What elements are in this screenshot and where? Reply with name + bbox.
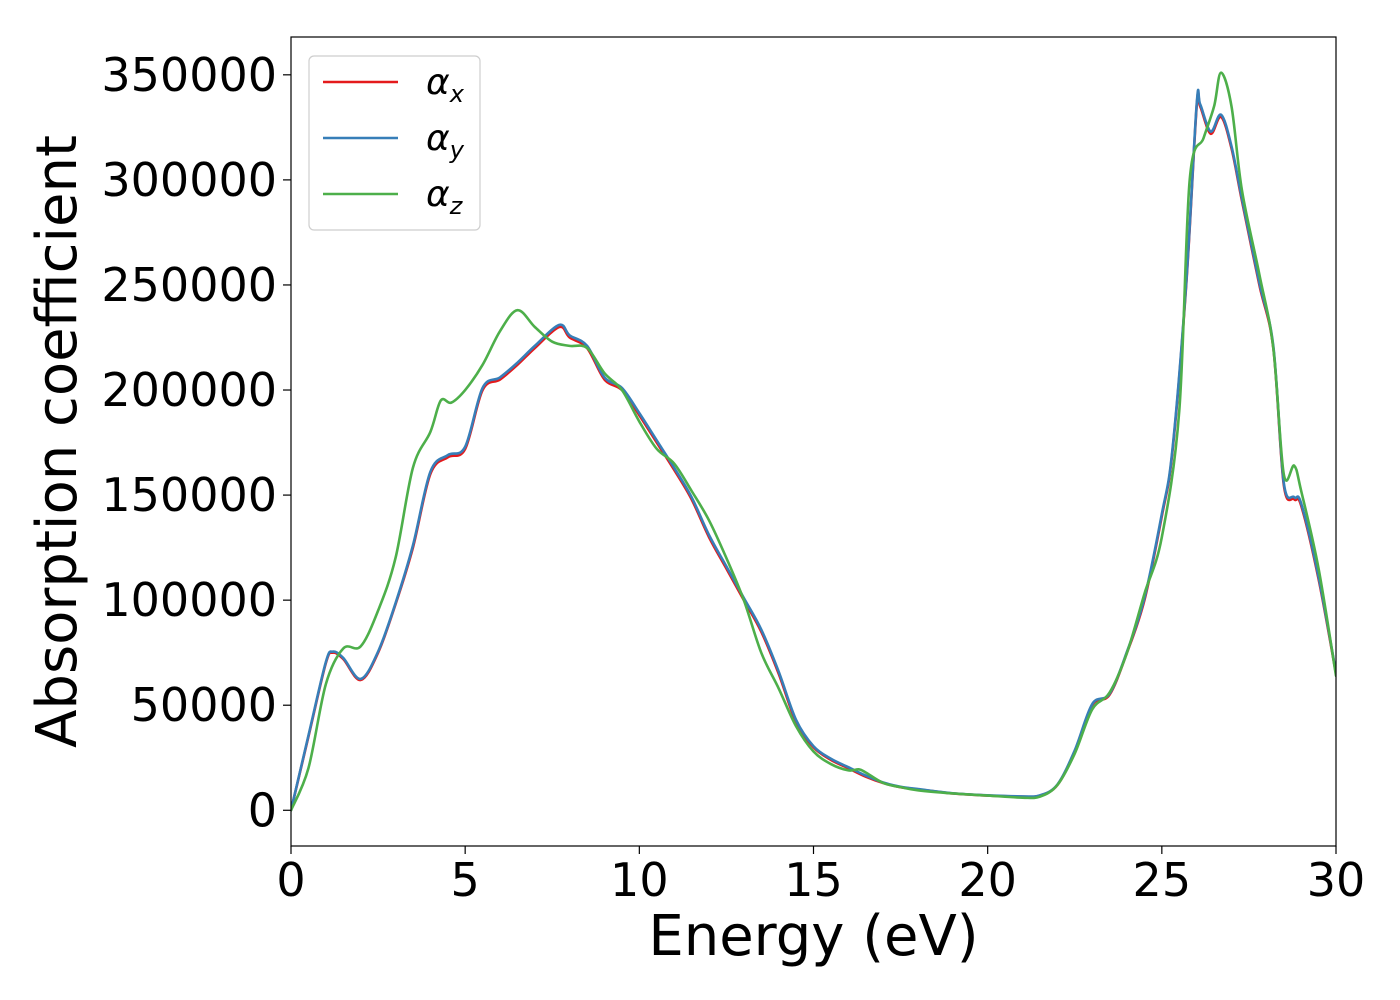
y-tick-label: 250000: [101, 258, 277, 312]
legend-label-alpha-z: αz: [426, 174, 464, 220]
x-tick-label: 15: [784, 853, 843, 907]
y-tick-label: 350000: [101, 48, 277, 102]
y-tick-label: 200000: [101, 363, 277, 417]
y-tick-label: 100000: [101, 573, 277, 627]
x-tick-label: 0: [276, 853, 305, 907]
y-axis-title: Absorption coefficient: [25, 135, 90, 748]
legend-label-alpha-y: αy: [426, 118, 465, 164]
series-line-alpha-z: [291, 71, 1336, 812]
series-line-alpha-y: [291, 88, 1336, 812]
x-tick-label: 10: [610, 853, 669, 907]
legend-label-alpha-x: αx: [426, 62, 465, 108]
y-tick-label: 150000: [101, 468, 277, 522]
y-tick-label: 50000: [131, 678, 277, 732]
y-tick-label: 300000: [101, 153, 277, 207]
x-axis: 0 5 10 15 20 25 30: [276, 846, 1365, 907]
y-axis: 0 50000 100000 150000 200000 250000 300000 3500…: [101, 48, 291, 837]
x-axis-title: Energy (eV): [648, 904, 978, 969]
x-tick-label: 30: [1307, 853, 1366, 907]
legend-box: [308, 55, 481, 231]
legend: αx αy αz: [308, 55, 481, 231]
x-tick-label: 5: [451, 853, 480, 907]
y-tick-label: 0: [248, 783, 277, 837]
series-layer: [291, 71, 1336, 812]
x-tick-label: 20: [958, 853, 1017, 907]
x-tick-label: 25: [1133, 853, 1192, 907]
